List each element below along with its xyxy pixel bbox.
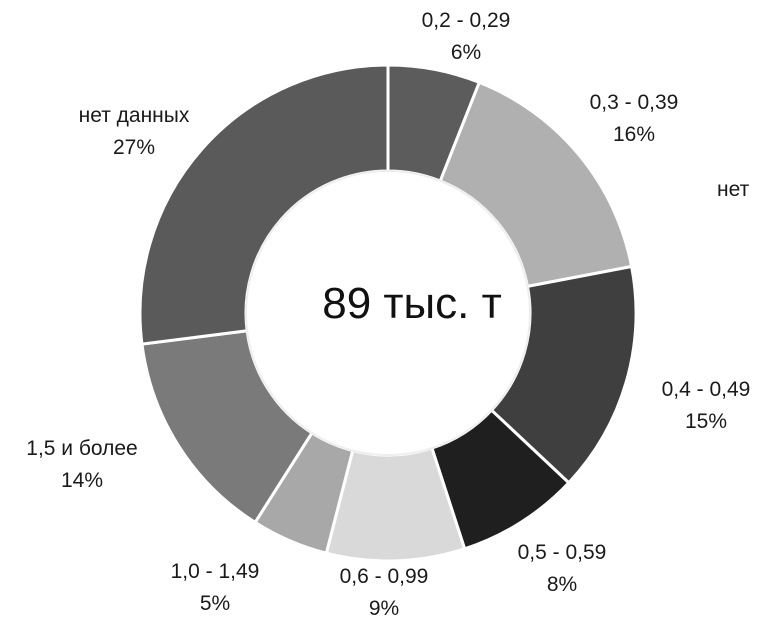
slice-category-label: 0,2 - 0,29 <box>422 9 511 32</box>
slice-category-label: 0,5 - 0,59 <box>518 541 607 564</box>
slice-labels: 0,2 - 0,29 6% 0,3 - 0,39 16% 0,4 - 0,49 15% 0,… <box>26 9 750 619</box>
center-total-label: 89 тыс. т <box>322 279 502 328</box>
donut-slices <box>138 63 638 563</box>
slice-category-label: нет данных <box>79 104 190 127</box>
slice-category-label: 0,6 - 0,99 <box>340 565 429 588</box>
donut-hole <box>245 170 531 456</box>
slice-category-label: 1,5 и более <box>26 437 137 460</box>
slice-percent-label: 15% <box>685 410 727 433</box>
slice-category-label: 0,3 - 0,39 <box>590 91 679 114</box>
slice-category-label: 0,4 - 0,49 <box>662 378 751 401</box>
slice-percent-label: 9% <box>369 597 399 619</box>
cropped-side-label: нет <box>717 178 750 201</box>
slice-category-label: 1,0 - 1,49 <box>171 560 260 583</box>
slice-percent-label: 27% <box>113 136 155 159</box>
slice-percent-label: 6% <box>451 41 481 64</box>
slice-percent-label: 14% <box>61 469 103 492</box>
slice-percent-label: 8% <box>547 573 577 596</box>
slice-percent-label: 5% <box>200 592 230 615</box>
slice-percent-label: 16% <box>613 123 655 146</box>
